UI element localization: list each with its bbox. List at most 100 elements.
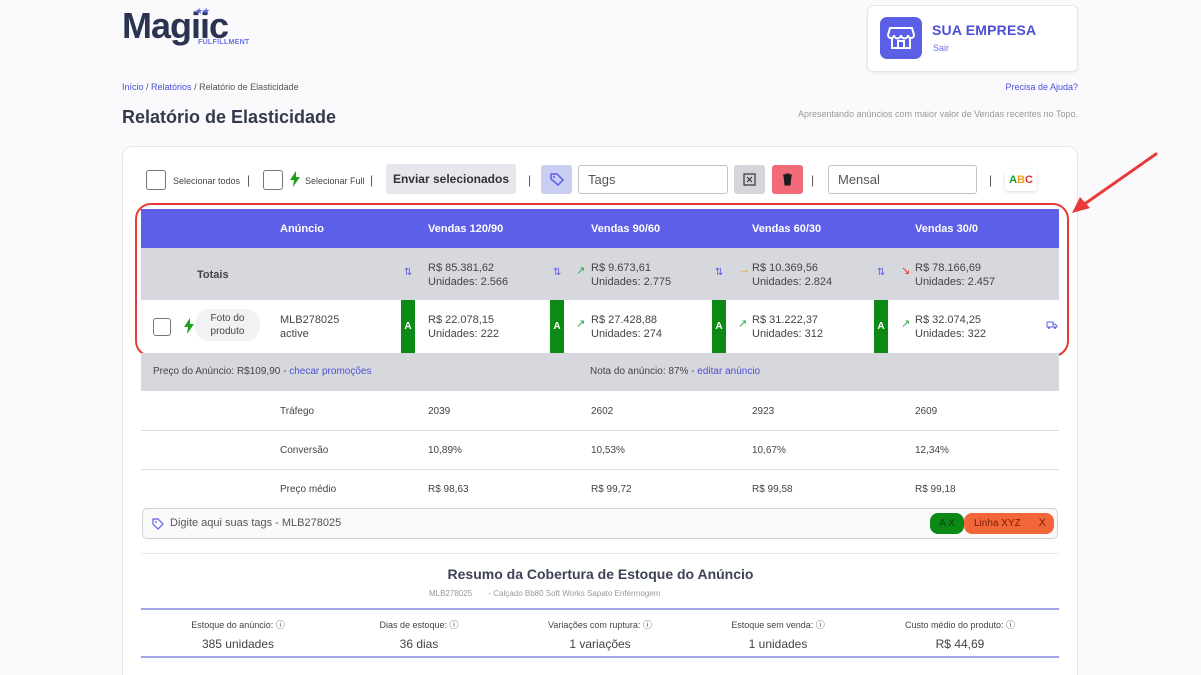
metric-row-conversion: Conversão 10,89% 10,53% 10,67% 12,34% xyxy=(141,431,1059,470)
metric-value: 10,89% xyxy=(428,445,462,456)
brand-name: Magiic xyxy=(122,5,229,46)
product-v4-units: Unidades: 322 xyxy=(915,328,986,340)
metric-value: R$ 98,63 xyxy=(428,484,469,495)
summary-value: 1 unidades xyxy=(748,637,808,651)
tag-remove-icon[interactable]: X xyxy=(948,518,955,529)
abc-sort-button[interactable]: ABC xyxy=(1005,169,1037,191)
abc-class-badge: A xyxy=(874,300,888,353)
company-name: SUA EMPRESA xyxy=(932,22,1037,38)
column-vendas-90-60[interactable]: Vendas 90/60 xyxy=(591,223,661,235)
abc-letter-a: A xyxy=(1009,174,1018,186)
summary-sku: MLB278025 xyxy=(429,589,473,598)
column-vendas-120-90[interactable]: Vendas 120/90 xyxy=(428,223,504,235)
totals-v2-units: Unidades: 2.775 xyxy=(591,276,672,288)
summary-bottom-line xyxy=(141,656,1059,658)
summary-avg-cost: Custo médio do produto: ⓘ R$ 44,69 xyxy=(870,618,1050,651)
info-icon[interactable]: ⓘ xyxy=(275,620,285,630)
tag-chip-a[interactable]: A X xyxy=(930,513,964,534)
abc-class-badge: A xyxy=(712,300,726,353)
page-title: Relatório de Elasticidade xyxy=(122,107,337,127)
truck-icon[interactable] xyxy=(1046,320,1058,330)
annotation-arrow-icon xyxy=(1072,152,1158,213)
bolt-icon xyxy=(184,318,194,334)
totals-v4-value: R$ 78.166,69 xyxy=(915,262,982,274)
product-v1-value: R$ 22.078,15 xyxy=(428,314,495,326)
tag-filter-button[interactable] xyxy=(541,165,572,194)
summary-label: Variações com ruptura: xyxy=(548,620,641,630)
period-select[interactable]: Mensal xyxy=(828,165,977,194)
select-full-checkbox[interactable] xyxy=(263,170,283,190)
select-full-label: Selecionar Full xyxy=(305,176,365,186)
swap-icon: ⇅ xyxy=(404,267,413,278)
product-v1-units: Unidades: 222 xyxy=(428,328,499,340)
price-label: Preço do Anúncio: R$109,90 - xyxy=(153,366,290,377)
column-vendas-60-30[interactable]: Vendas 60/30 xyxy=(752,223,822,235)
product-checkbox[interactable] xyxy=(153,318,171,336)
totals-v1: R$ 85.381,62 Unidades: 2.566 xyxy=(428,261,508,289)
metric-label: Tráfego xyxy=(280,406,315,417)
totals-v1-value: R$ 85.381,62 xyxy=(428,262,495,274)
totals-v4: R$ 78.166,69 Unidades: 2.457 xyxy=(915,261,995,289)
column-vendas-30-0[interactable]: Vendas 30/0 xyxy=(915,223,978,235)
metric-value: 2923 xyxy=(752,406,775,417)
product-status: active xyxy=(280,328,309,340)
send-selected-button[interactable]: Enviar selecionados xyxy=(386,164,516,194)
product-v4-value: R$ 32.074,25 xyxy=(915,314,982,326)
metric-row-avg-price: Preço médio R$ 98,63 R$ 99,72 R$ 99,58 R… xyxy=(141,470,1059,509)
abc-class-badge: A xyxy=(401,300,415,353)
separator: | xyxy=(989,173,993,187)
edit-listing-link[interactable]: editar anúncio xyxy=(697,366,761,377)
trend-down-icon: ↘ xyxy=(901,265,911,277)
summary-days: Dias de estoque: ⓘ 36 dias xyxy=(329,618,509,651)
check-promotions-link[interactable]: checar promoções xyxy=(289,366,372,377)
summary-label: Estoque sem venda: xyxy=(731,620,814,630)
stock-summary-title: Resumo da Cobertura de Estoque do Anúnci… xyxy=(447,566,754,582)
product-info: MLB278025 active xyxy=(280,313,339,341)
summary-product-name: - Calçado Bb80 Soft Works Sapato Enfermo… xyxy=(488,589,661,598)
logout-link[interactable]: Sair xyxy=(933,43,950,53)
product-v2-units: Unidades: 274 xyxy=(591,328,662,340)
summary-value: R$ 44,69 xyxy=(935,637,985,651)
column-anuncio[interactable]: Anúncio xyxy=(280,223,324,235)
info-icon[interactable]: ⓘ xyxy=(642,620,652,630)
trend-up-icon: ↗ xyxy=(738,318,748,330)
totals-v2-value: R$ 9.673,61 xyxy=(591,262,651,274)
breadcrumb-current: Relatório de Elasticidade xyxy=(199,82,299,92)
tag-chip-linha-xyz[interactable]: Linha XYZ X xyxy=(964,513,1054,534)
trend-up-icon: ↗ xyxy=(901,318,911,330)
summary-label: Custo médio do produto: xyxy=(904,620,1004,630)
info-icon[interactable]: ⓘ xyxy=(1006,620,1016,630)
product-photo[interactable]: Foto do produto xyxy=(195,309,260,341)
metric-value: 12,34% xyxy=(915,445,949,456)
separator: | xyxy=(370,173,374,187)
breadcrumb-home[interactable]: Início xyxy=(122,82,144,92)
clear-button[interactable] xyxy=(734,165,765,194)
company-card: SUA EMPRESA Sair xyxy=(867,5,1078,72)
breadcrumb-reports[interactable]: Relatórios xyxy=(151,82,192,92)
select-all-checkbox[interactable] xyxy=(146,170,166,190)
totals-v3: R$ 10.369,56 Unidades: 2.824 xyxy=(752,261,832,289)
separator: | xyxy=(247,173,251,187)
summary-value: 36 dias xyxy=(399,637,439,651)
product-sku[interactable]: MLB278025 xyxy=(280,314,340,326)
summary-value: 385 unidades xyxy=(201,637,275,651)
brand-subtitle: FULFILLMENT xyxy=(198,39,250,46)
info-icon[interactable]: ⓘ xyxy=(449,620,459,630)
trend-flat-icon: → xyxy=(739,264,750,276)
metric-label: Conversão xyxy=(280,445,329,456)
summary-stock: Estoque do anúncio: ⓘ 385 unidades xyxy=(148,618,328,651)
totals-label: Totais xyxy=(197,269,229,281)
product-v3-value: R$ 31.222,37 xyxy=(752,314,819,326)
tag-remove-icon[interactable]: X xyxy=(1038,517,1046,529)
listing-tags-input[interactable]: Digite aqui suas tags - MLB278025 A X Li… xyxy=(142,508,1058,539)
abc-class-badge: A xyxy=(550,300,564,353)
brand-logo[interactable]: Magiic ★★ FULFILLMENT xyxy=(122,5,249,46)
help-link[interactable]: Precisa de Ajuda? xyxy=(1005,82,1078,92)
select-all-label: Selecionar todos xyxy=(173,176,241,186)
delete-button[interactable] xyxy=(772,165,803,194)
info-icon[interactable]: ⓘ xyxy=(815,620,825,630)
tags-input[interactable]: Tags xyxy=(578,165,728,194)
breadcrumb: Início / Relatórios / Relatório de Elast… xyxy=(122,82,299,92)
trend-up-icon: ↗ xyxy=(576,318,586,330)
product-row: MLB278025 active R$ 22.078,15 Unidades: … xyxy=(141,300,1059,353)
